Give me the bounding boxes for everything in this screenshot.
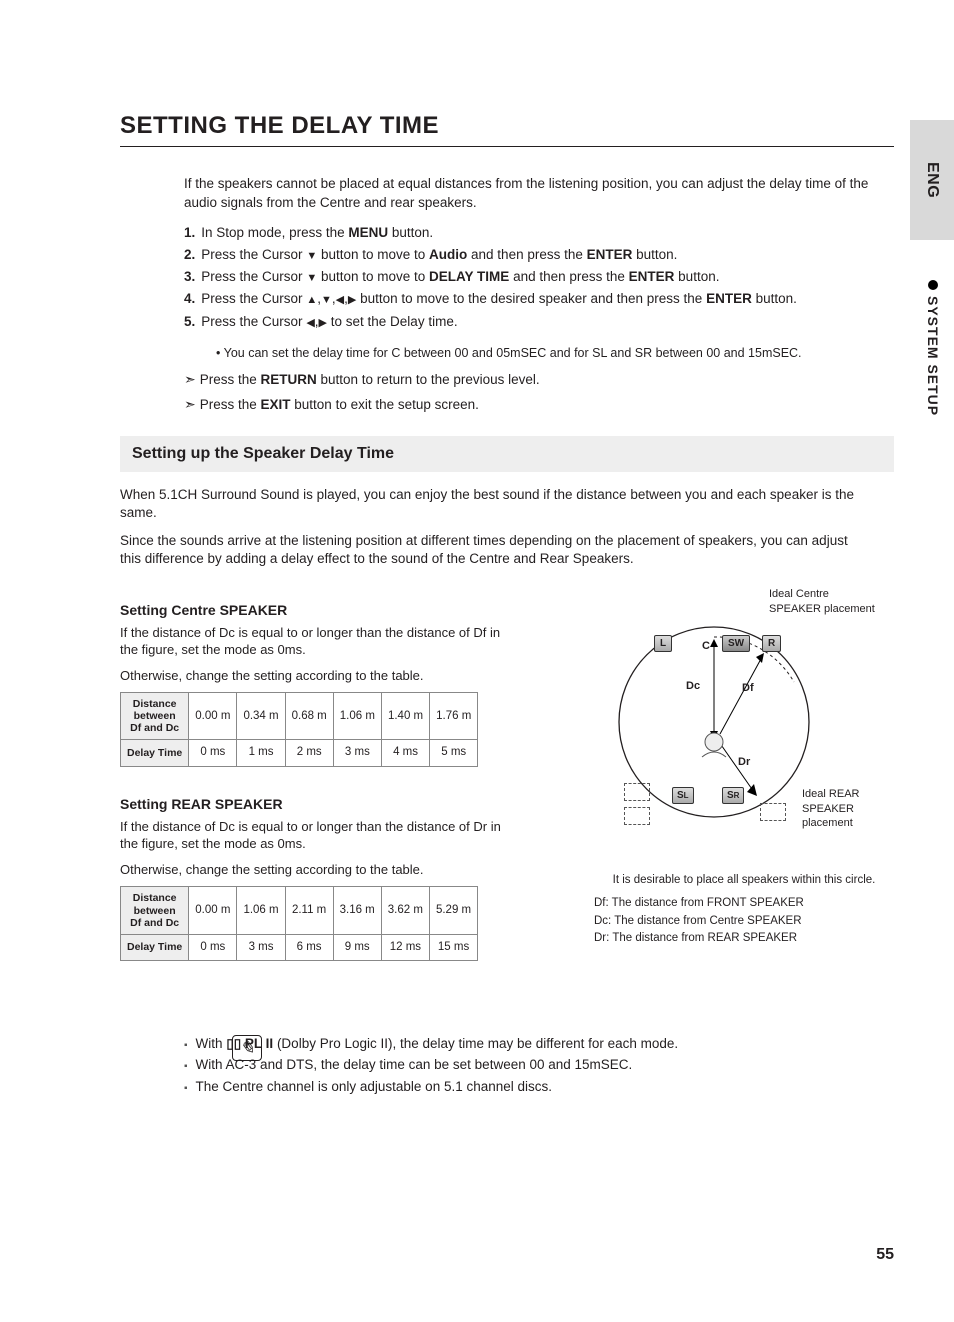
note-3: The Centre channel is only adjustable on… xyxy=(184,1078,894,1096)
intro-text: If the speakers cannot be placed at equa… xyxy=(184,175,894,211)
speaker-diagram: Ideal Centre SPEAKER placement Ideal REA… xyxy=(594,587,884,867)
rear-table: Distancebetween Df and Dc0.00 m1.06 m2.1… xyxy=(120,886,478,961)
centre-text1: If the distance of Dc is equal to or lon… xyxy=(120,624,520,659)
spk-sw: SW xyxy=(722,635,750,653)
spk-c: C xyxy=(702,639,710,654)
ideal-rear-label: Ideal REAR SPEAKER placement xyxy=(802,787,882,832)
rear-text2: Otherwise, change the setting according … xyxy=(120,861,520,879)
spk-sr: SR xyxy=(722,787,744,805)
subsection-heading: Setting up the Speaker Delay Time xyxy=(120,436,894,472)
legend-df: Df: The distance from FRONT SPEAKER xyxy=(594,896,894,912)
lbl-dc: Dc xyxy=(686,679,700,694)
rear-heading: Setting REAR SPEAKER xyxy=(120,795,566,814)
page-title: SETTING THE DELAY TIME xyxy=(120,110,894,147)
step-item: 1.In Stop mode, press the MENU button. xyxy=(184,224,894,242)
rear-text1: If the distance of Dc is equal to or lon… xyxy=(120,818,520,853)
return-line: ➣Press the RETURN button to return to th… xyxy=(184,370,894,389)
return-exit-lines: ➣Press the RETURN button to return to th… xyxy=(184,370,894,414)
para2: Since the sounds arrive at the listening… xyxy=(120,532,860,568)
centre-table: Distancebetween Df and Dc0.00 m0.34 m0.6… xyxy=(120,692,478,767)
legend-dr: Dr: The distance from REAR SPEAKER xyxy=(594,931,894,947)
step-item: 4.Press the Cursor ▲,▼,◀,▶ button to mov… xyxy=(184,290,894,308)
spk-sl: SL xyxy=(672,787,694,805)
centre-heading: Setting Centre SPEAKER xyxy=(120,601,566,620)
para1: When 5.1CH Surround Sound is played, you… xyxy=(120,486,860,522)
step-item: 3.Press the Cursor ▼ button to move to D… xyxy=(184,268,894,286)
dash-sr xyxy=(760,803,786,821)
step-item: 5.Press the Cursor ◀,▶ to set the Delay … xyxy=(184,313,894,331)
diagram-legend: Df: The distance from FRONT SPEAKER Dc: … xyxy=(594,896,894,947)
notes-block: ✎ With ▯▯ PL II (Dolby Pro Logic II), th… xyxy=(120,1035,894,1096)
exit-line: ➣Press the EXIT button to exit the setup… xyxy=(184,395,894,414)
ideal-centre-label: Ideal Centre SPEAKER placement xyxy=(769,587,879,617)
dash-sl xyxy=(624,783,650,801)
steps-list: 1.In Stop mode, press the MENU button. 2.… xyxy=(184,224,894,331)
lbl-df: Df xyxy=(742,681,754,696)
spk-l: L xyxy=(654,635,672,653)
note-1: With ▯▯ PL II (Dolby Pro Logic II), the … xyxy=(184,1035,894,1053)
diagram-caption: It is desirable to place all speakers wi… xyxy=(594,873,894,889)
step-item: 2.Press the Cursor ▼ button to move to A… xyxy=(184,246,894,264)
note-2: With AC-3 and DTS, the delay time can be… xyxy=(184,1056,894,1074)
legend-dc: Dc: The distance from Centre SPEAKER xyxy=(594,914,894,930)
page-number: 55 xyxy=(876,1244,894,1266)
spk-r: R xyxy=(762,635,781,653)
note-icon: ✎ xyxy=(232,1035,262,1061)
step5-sub-bullet: • You can set the delay time for C betwe… xyxy=(216,345,894,362)
centre-text2: Otherwise, change the setting according … xyxy=(120,667,520,685)
dash-sl2 xyxy=(624,807,650,825)
lbl-dr: Dr xyxy=(738,755,750,770)
